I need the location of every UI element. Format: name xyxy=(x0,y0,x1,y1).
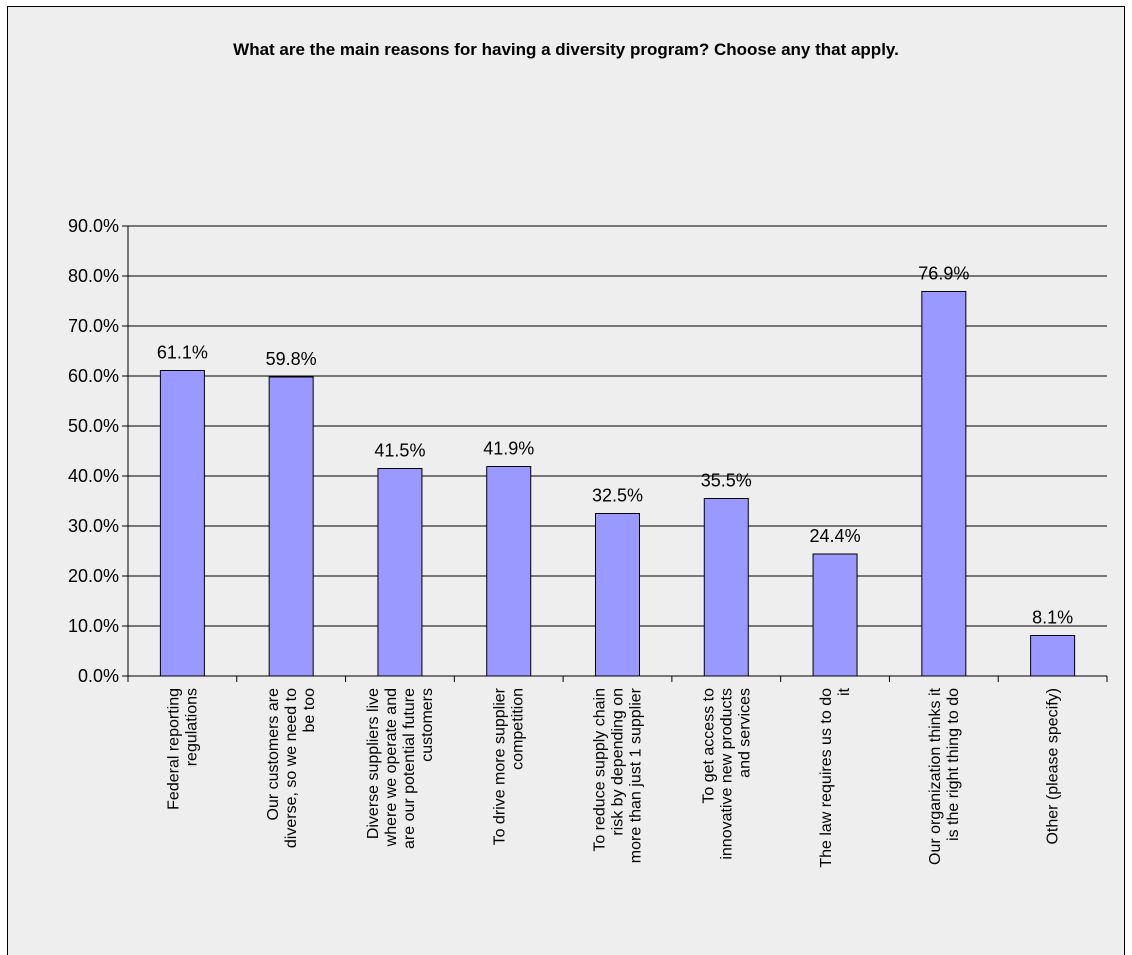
y-tick-label: 20.0% xyxy=(68,566,119,586)
y-tick-label: 80.0% xyxy=(68,266,119,286)
y-tick-label: 60.0% xyxy=(68,366,119,386)
x-category-label-line: are our potential future xyxy=(401,688,418,849)
y-tick-label: 50.0% xyxy=(68,416,119,436)
x-category-label-line: Other (please specify) xyxy=(1045,688,1062,845)
y-tick-label: 90.0% xyxy=(68,216,119,236)
y-tick-label: 40.0% xyxy=(68,466,119,486)
x-category-label-line: regulations xyxy=(183,688,200,766)
data-label: 61.1% xyxy=(157,343,208,363)
x-category-label: Other (please specify) xyxy=(1045,688,1062,845)
y-tick-label: 70.0% xyxy=(68,316,119,336)
x-category-label-line: Our organization thinks it xyxy=(927,687,944,865)
x-category-label: The law requires us to do it xyxy=(818,687,853,867)
x-category-label: Our organization thinks it is the right t… xyxy=(927,687,962,865)
x-category-label-line: risk by depending on xyxy=(610,688,627,836)
x-category-label-line: is the right thing to do xyxy=(945,688,962,841)
bar xyxy=(595,513,640,677)
x-category-label-line: To drive more supplier xyxy=(492,687,509,845)
x-category-label-line: competition xyxy=(510,688,527,770)
x-category-label: To get access to innovative new products a… xyxy=(700,688,753,860)
x-category-label-line: Our customers are xyxy=(265,688,282,821)
y-tick-label: 0.0% xyxy=(78,666,119,686)
bar xyxy=(486,466,532,677)
data-label: 35.5% xyxy=(701,471,752,491)
bar xyxy=(703,498,749,677)
x-category-label: Diverse suppliers live where we operate a… xyxy=(365,688,436,849)
data-label: 24.4% xyxy=(810,526,861,546)
y-tick-label: 10.0% xyxy=(68,616,119,636)
data-label: 8.1% xyxy=(1032,608,1073,628)
bar xyxy=(1030,635,1076,677)
chart-title: What are the main reasons for having a d… xyxy=(233,40,899,59)
x-category-label-line: To reduce supply chain xyxy=(592,688,609,852)
bar xyxy=(268,376,314,677)
x-category-label-line: Diverse suppliers live xyxy=(365,688,382,839)
bar xyxy=(377,468,423,677)
x-category-label: Federal reporting regulations xyxy=(165,688,200,810)
x-category-label: Our customers are diverse, so we need to b… xyxy=(265,688,318,848)
x-category-label-line: innovative new products xyxy=(718,688,735,860)
bar xyxy=(159,370,205,677)
data-label: 32.5% xyxy=(592,486,643,506)
x-category-label-line: more than just 1 supplier xyxy=(628,687,645,863)
bar xyxy=(812,553,858,677)
x-category-label-line: To get access to xyxy=(700,688,717,804)
x-category-label-line: The law requires us to do xyxy=(818,688,835,868)
data-label: 41.9% xyxy=(483,439,534,459)
x-category-label: To drive more supplier competition xyxy=(492,687,527,845)
data-label: 41.5% xyxy=(374,441,425,461)
x-category-label-line: diverse, so we need to xyxy=(283,688,300,848)
x-category-label-line: it xyxy=(836,687,853,696)
data-label: 76.9% xyxy=(918,264,969,284)
x-category-label-line: be too xyxy=(301,688,318,733)
x-category-label-line: and services xyxy=(736,688,753,778)
x-category-label-line: where we operate and xyxy=(383,688,400,847)
x-category-label-line: customers xyxy=(419,688,436,762)
data-label: 59.8% xyxy=(266,349,317,369)
bar xyxy=(921,291,967,677)
y-tick-label: 30.0% xyxy=(68,516,119,536)
x-category-label-line: Federal reporting xyxy=(165,688,182,810)
x-category-label: To reduce supply chain risk by depending … xyxy=(592,687,645,863)
